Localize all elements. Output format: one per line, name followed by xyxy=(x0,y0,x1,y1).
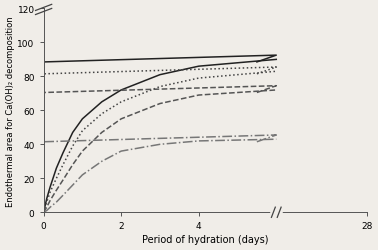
X-axis label: Period of hydration (days): Period of hydration (days) xyxy=(142,234,268,244)
Y-axis label: Endothermal area for Ca(OH)₂ decomposition: Endothermal area for Ca(OH)₂ decompositi… xyxy=(6,16,15,206)
